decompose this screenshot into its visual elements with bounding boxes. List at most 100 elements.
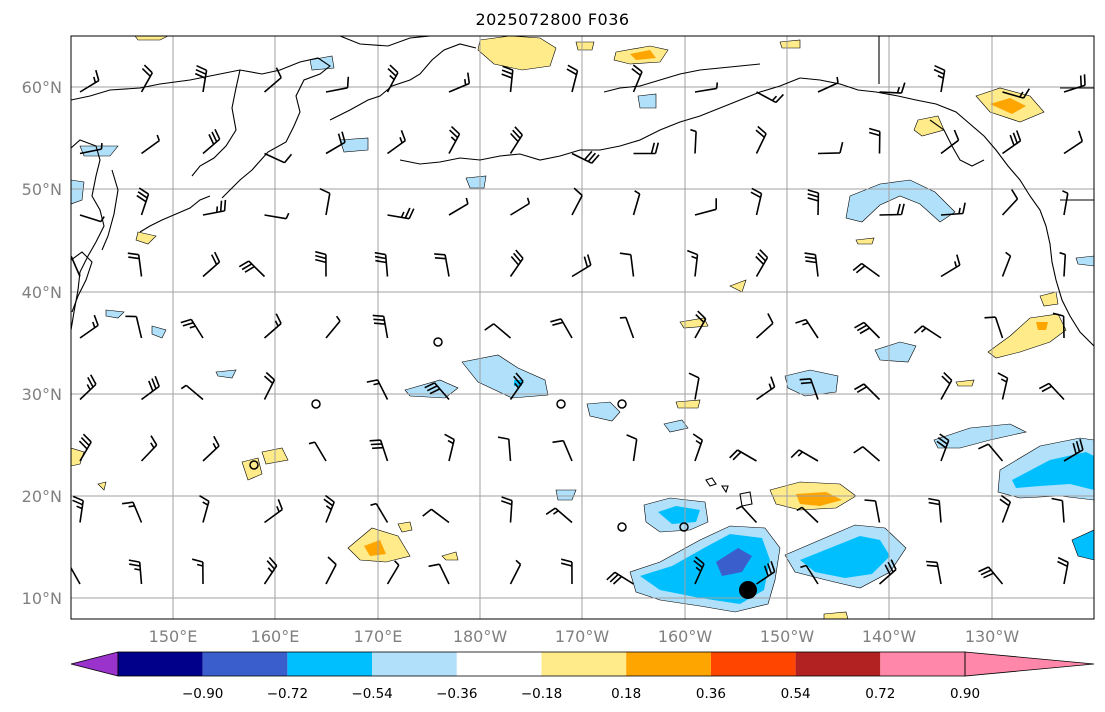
wind-barb (202, 251, 221, 278)
wind-barb (999, 494, 1012, 523)
latitude-labels: 60°N 50°N 40°N 30°N 20°N 10°N (22, 78, 62, 608)
wind-barb (448, 126, 461, 154)
wind-barb (125, 315, 143, 339)
wind-barb (72, 495, 84, 523)
colorbar-segment (795, 652, 881, 676)
negative-anomaly-area (465, 175, 487, 189)
negative-anomaly-core (800, 536, 890, 578)
colorbar-tick-label: −0.18 (521, 686, 562, 702)
wind-barb (434, 253, 450, 277)
wind-barb (369, 439, 389, 462)
anomaly-contours (71, 36, 1094, 619)
lat-label: 20°N (22, 487, 62, 506)
island-hawaii (720, 485, 729, 494)
negative-anomaly-area (555, 489, 577, 501)
wind-barb (71, 566, 81, 585)
wind-barb (619, 316, 635, 339)
wind-barb (424, 382, 450, 401)
calm-marker (433, 337, 443, 347)
wind-barb (926, 560, 942, 585)
coastline-bc-islands (929, 119, 985, 167)
wind-barb (202, 435, 220, 462)
wind-barb (694, 310, 707, 339)
colorbar-segment (118, 652, 203, 676)
wind-barb (264, 212, 290, 220)
lon-label: 140°W (862, 627, 917, 646)
coastline-okhotsk (71, 139, 105, 331)
wind-barb (202, 128, 221, 155)
positive-anomaly-area (855, 237, 875, 245)
calm-marker (249, 460, 259, 470)
positive-anomaly-area (441, 551, 459, 561)
wind-barb (127, 252, 143, 277)
wind-barb (817, 142, 844, 155)
wind-barb (325, 131, 346, 155)
positive-anomaly-core (990, 98, 1026, 114)
wind-barb (940, 254, 961, 278)
colorbar-extend-high (964, 651, 1095, 677)
positive-anomaly-core (630, 50, 656, 60)
colorbar-tick-label: 0.72 (865, 686, 895, 702)
positive-anomaly-area (823, 611, 849, 619)
wind-barb (1063, 74, 1086, 93)
wind-barb (141, 375, 160, 401)
wind-barb (1062, 190, 1069, 216)
colorbar-segment (626, 652, 711, 676)
wind-barb (1002, 88, 1030, 99)
wind-barb (853, 446, 881, 462)
negative-anomaly-area (1075, 255, 1094, 267)
wind-barb (879, 203, 905, 216)
wind-barb (509, 559, 522, 585)
colorbar-tick-label: −0.54 (351, 686, 392, 702)
wind-barb (128, 559, 143, 585)
wind-barb (263, 371, 276, 400)
calm-wind-markers (249, 337, 689, 532)
wind-barb (626, 434, 638, 462)
negative-anomaly-core (658, 506, 700, 524)
gridlines (71, 36, 1094, 619)
wind-barb (428, 563, 450, 585)
negative-anomaly-area (151, 325, 167, 339)
lat-label: 50°N (22, 180, 62, 199)
wind-barb (690, 128, 697, 154)
wind-barb (933, 64, 946, 93)
wind-barb (800, 564, 819, 585)
positive-anomaly-core (1036, 322, 1048, 330)
wind-barb (997, 372, 1009, 400)
wind-barb (79, 69, 100, 93)
wind-barb (632, 190, 641, 216)
colorbar-segment (880, 652, 965, 676)
wind-barb (79, 143, 103, 155)
map-title: 2025072800 F036 (475, 10, 630, 29)
wind-barb (386, 64, 399, 93)
wind-barb (1057, 556, 1069, 585)
longitude-labels: 150°E 160°E 170°E 180°W 170°W 160°W 150°… (149, 627, 1020, 646)
wind-barb (796, 506, 819, 524)
coastline-kuril (139, 195, 211, 233)
wind-barb (940, 372, 953, 400)
wind-barb (1001, 189, 1019, 216)
wind-barb (315, 250, 327, 277)
wind-barb (194, 64, 208, 93)
positive-anomaly-area (575, 41, 595, 51)
positive-anomaly-area (1039, 291, 1059, 307)
lon-label: 130°W (965, 627, 1020, 646)
wind-barb (121, 501, 143, 523)
wind-barb (319, 187, 331, 216)
wind-barb (444, 433, 455, 462)
wind-barb (366, 379, 389, 400)
wind-barb (868, 127, 881, 154)
wind-barb (756, 561, 776, 585)
wind-barb (497, 436, 512, 462)
calm-marker (617, 522, 627, 532)
negative-anomaly-area (663, 419, 689, 433)
wind-barb (323, 494, 335, 523)
wind-barb (263, 313, 282, 339)
wind-barb (140, 435, 158, 462)
wind-barb (817, 76, 839, 93)
colorbar: −0.90 −0.72 −0.54 −0.36 −0.18 0.18 0.36 … (70, 651, 1095, 702)
wind-barb (750, 187, 763, 216)
colorbar-segment (541, 652, 627, 676)
calm-marker (311, 399, 321, 409)
wind-barb (180, 384, 204, 401)
